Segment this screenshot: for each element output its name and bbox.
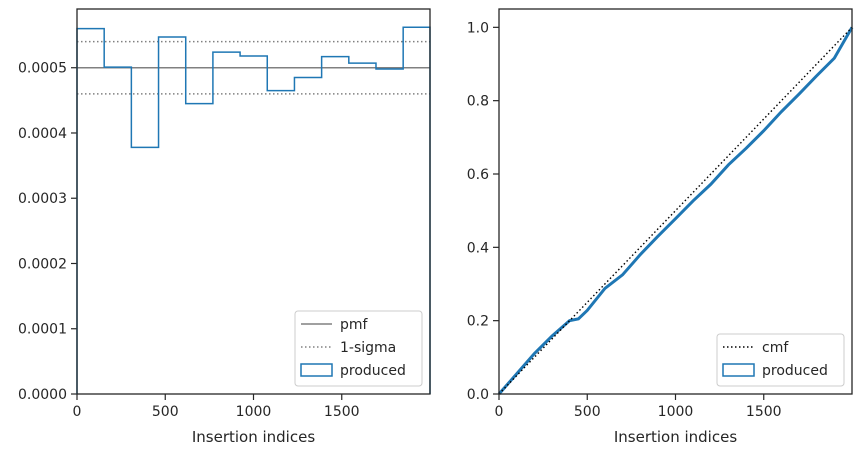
legend-label: cmf xyxy=(762,340,789,356)
x-axis-label: Insertion indices xyxy=(192,428,315,446)
x-tick-label: 0 xyxy=(495,404,504,420)
legend-handle xyxy=(300,363,333,377)
legend-label: pmf xyxy=(340,317,369,333)
pmf-histogram-panel: 0 500 1000 1500 0.0000 0.0001 0.0002 0.0003 0.00… xyxy=(18,8,431,446)
legend-box xyxy=(294,310,423,387)
legend-label: produced xyxy=(762,363,828,379)
legend-box xyxy=(716,333,845,387)
y-tick-label: 0.0002 xyxy=(18,256,67,272)
y-tick-label: 0.0001 xyxy=(18,322,67,338)
x-tick-label: 0 xyxy=(73,404,82,420)
axes-frame xyxy=(498,8,853,395)
y-tick-label: 0.0004 xyxy=(18,126,67,142)
y-tick-label: 0.2 xyxy=(467,314,489,330)
legend-label: produced xyxy=(340,363,406,379)
cmf-panel: 0 500 1000 1500 0.0 0.2 0.4 0.6 0.8 1.0 Insertion … xyxy=(467,8,854,446)
y-tick-label: 0.0000 xyxy=(18,387,67,403)
x-tick-label: 1000 xyxy=(236,404,272,420)
x-tick-label: 1500 xyxy=(324,404,360,420)
y-tick-label: 1.0 xyxy=(467,20,489,36)
produced-cmf-line xyxy=(497,26,854,395)
y-tick-label: 0.6 xyxy=(467,167,489,183)
y-tick-label: 0.0003 xyxy=(18,191,67,207)
legend-handle xyxy=(722,363,755,377)
x-tick-label: 1500 xyxy=(746,404,782,420)
x-tick-label: 500 xyxy=(574,404,601,420)
x-axis-label: Insertion indices xyxy=(614,428,737,446)
y-tick-label: 0.8 xyxy=(467,94,489,110)
y-tick-label: 0.4 xyxy=(467,240,489,256)
axes-frame xyxy=(76,8,431,395)
legend-label: 1-sigma xyxy=(340,340,396,356)
y-tick-label: 0.0005 xyxy=(18,61,67,77)
y-tick-label: 0.0 xyxy=(467,387,489,403)
produced-histogram xyxy=(76,26,431,394)
cmf-line xyxy=(498,26,853,395)
x-tick-label: 1000 xyxy=(658,404,694,420)
x-tick-label: 500 xyxy=(152,404,179,420)
